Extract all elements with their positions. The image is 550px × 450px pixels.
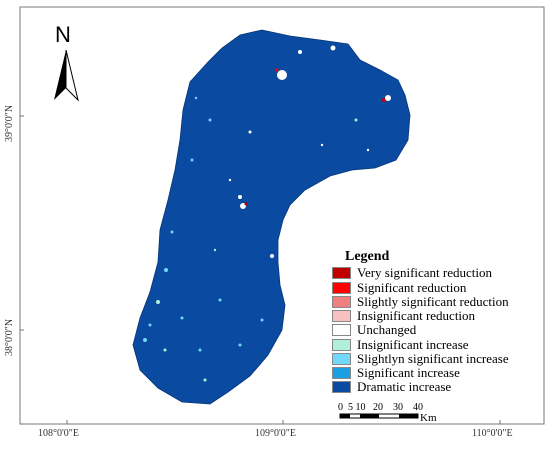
legend-swatch	[332, 282, 351, 294]
legend-label: Insignificant reduction	[357, 308, 476, 323]
legend-item: Unchanged	[332, 322, 417, 337]
map-border	[19, 6, 545, 425]
legend-swatch	[332, 353, 351, 365]
graticule-ticks	[20, 115, 501, 424]
x-tick-label: 109°0'0"E	[255, 428, 296, 439]
legend-item: Slightly significant reduction	[332, 294, 509, 309]
scale-bar-ticks: 0 5 10 20 30 40	[338, 402, 423, 413]
legend-label: Significant increase	[357, 365, 460, 380]
legend-label: Very significant reduction	[357, 265, 493, 280]
x-tick-label: 110°0'0"E	[472, 428, 513, 439]
legend-swatch	[332, 310, 351, 322]
legend-swatch	[332, 296, 351, 308]
north-arrow-icon	[54, 49, 79, 102]
legend-label: Unchanged	[357, 322, 417, 337]
y-tick-label: 39°0'0"N	[4, 104, 15, 142]
legend-label: Slightlyn significant increase	[357, 351, 509, 366]
legend-label: Slightly significant reduction	[357, 294, 509, 309]
scale-bar-unit: Km	[420, 412, 437, 424]
x-tick-label: 108°0'0"E	[38, 428, 79, 439]
legend-item: Slightlyn significant increase	[332, 351, 509, 366]
study-region	[132, 29, 411, 405]
legend-label: Dramatic increase	[357, 379, 452, 394]
legend-item: Very significant reduction	[332, 265, 493, 280]
legend-item: Insignificant increase	[332, 337, 469, 352]
legend-label: Insignificant increase	[357, 337, 469, 352]
y-tick-label: 38°0'0"N	[4, 318, 15, 356]
legend-swatch	[332, 367, 351, 379]
legend-title: Legend	[345, 249, 390, 264]
scale-bar	[339, 413, 419, 419]
legend-item: Significant reduction	[332, 280, 467, 295]
change-specks	[143, 45, 391, 382]
legend-swatch	[332, 381, 351, 393]
legend-item: Dramatic increase	[332, 379, 452, 394]
legend-swatch	[332, 267, 351, 279]
legend-swatch	[332, 339, 351, 351]
legend-item: Insignificant reduction	[332, 308, 476, 323]
legend-item: Significant increase	[332, 365, 460, 380]
legend-swatch	[332, 324, 351, 336]
north-letter: N	[55, 22, 71, 47]
legend-label: Significant reduction	[357, 280, 467, 295]
